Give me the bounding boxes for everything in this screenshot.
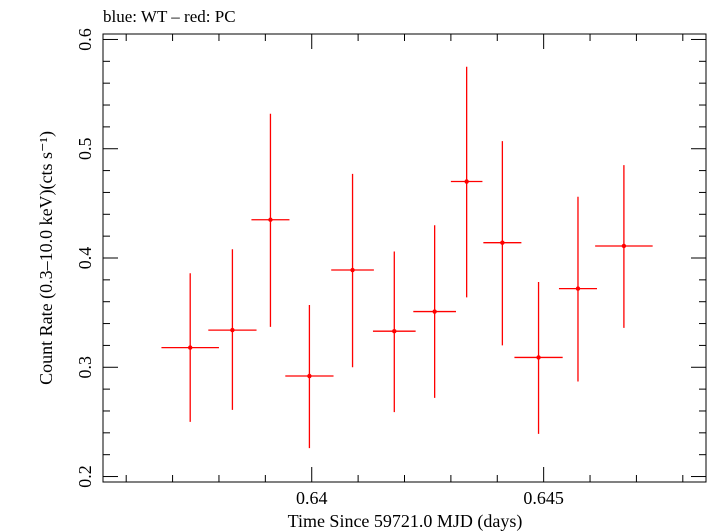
point-marker	[464, 179, 469, 184]
point-marker	[188, 345, 193, 350]
data-point	[285, 304, 334, 449]
data-point	[595, 165, 653, 328]
data-point	[558, 196, 597, 382]
data-point	[331, 173, 374, 368]
data-point	[161, 273, 219, 422]
data-point	[413, 225, 456, 398]
point-marker	[307, 373, 312, 379]
point-marker	[268, 217, 273, 222]
y-axis-label: Count Rate (0.3–10.0 keV)(cts s⁻¹)	[36, 131, 57, 385]
data-point	[514, 282, 563, 434]
x-tick-labels: 0.64 0.645	[296, 488, 564, 508]
y-tick-label: 0.5	[75, 137, 95, 160]
point-marker	[621, 243, 627, 249]
y-tick-label: 0.4	[75, 247, 95, 270]
point-marker	[350, 267, 355, 273]
point-marker	[536, 355, 541, 360]
y-tick-label: 0.2	[75, 465, 95, 488]
point-marker	[432, 309, 437, 314]
data-point	[372, 251, 416, 413]
x-tick-label: 0.64	[296, 488, 328, 508]
y-tick-labels: 0.2 0.3 0.4 0.5 0.6	[75, 28, 95, 488]
y-tick-label: 0.6	[75, 28, 95, 51]
x-tick-label: 0.645	[523, 488, 564, 508]
y-tick-label: 0.3	[75, 356, 95, 379]
point-marker	[230, 327, 235, 333]
point-marker	[392, 329, 397, 334]
data-point	[483, 141, 522, 346]
point-marker	[575, 286, 581, 291]
data-points	[161, 66, 653, 449]
axis-ticks	[103, 34, 706, 482]
plot-frame	[102, 33, 707, 483]
data-point	[208, 249, 257, 410]
x-axis-label: Time Since 59721.0 MJD (days)	[288, 511, 523, 532]
chart-title: blue: WT – red: PC	[103, 7, 236, 26]
data-point	[251, 113, 290, 327]
data-point	[450, 66, 483, 298]
point-marker	[500, 240, 505, 245]
